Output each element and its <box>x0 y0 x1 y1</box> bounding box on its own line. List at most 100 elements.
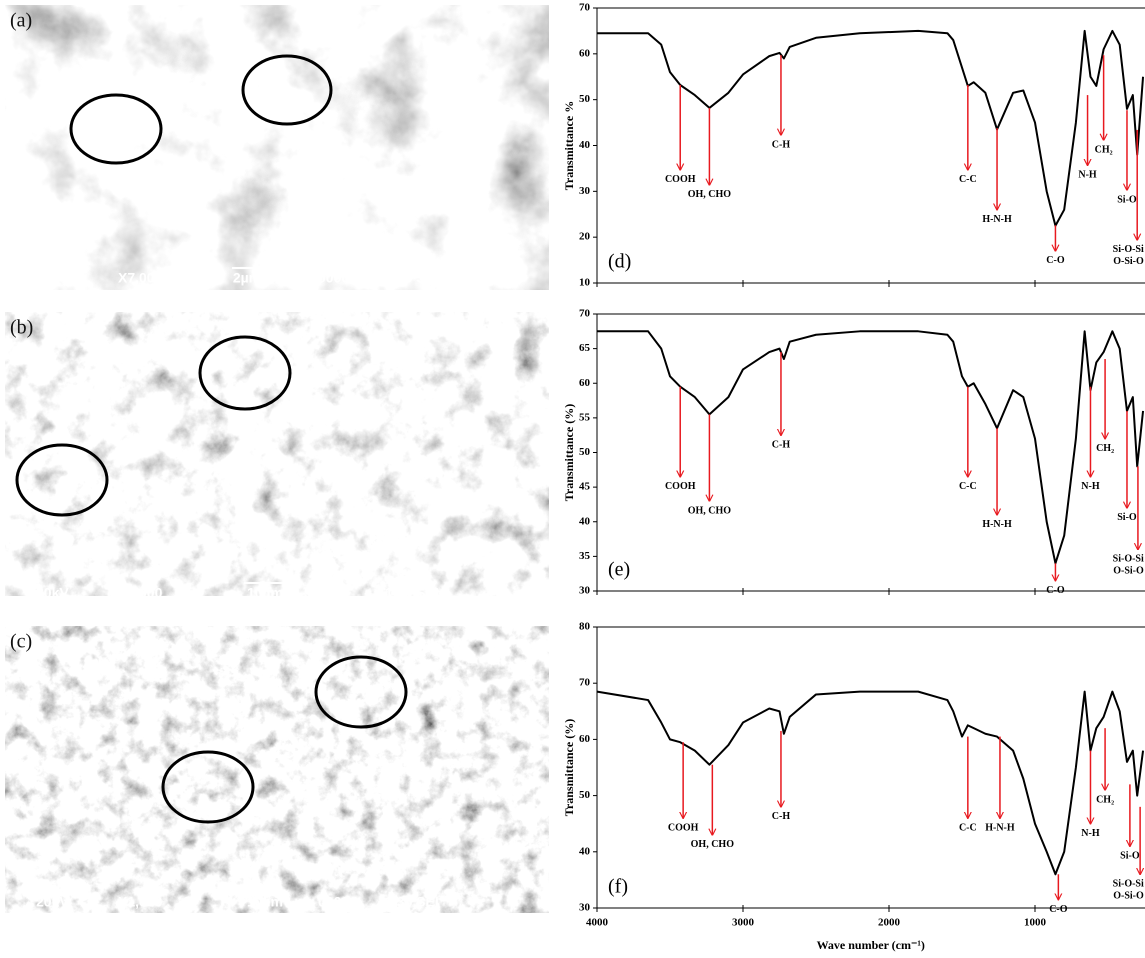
annotation-label: CH₂ <box>1095 144 1113 155</box>
highlight-circle <box>161 750 255 824</box>
y-tick-label: 20 <box>579 231 591 243</box>
annotation-label: H-N-H <box>985 822 1015 833</box>
highlight-circle <box>198 335 292 411</box>
y-tick-label: 60 <box>579 733 591 745</box>
annotation-label: COOH <box>665 481 696 492</box>
annotation-label: COOH <box>668 822 699 833</box>
y-tick-label: 35 <box>579 550 591 562</box>
y-tick-label: 10 <box>579 277 591 289</box>
magnification: X7,000 <box>118 270 163 286</box>
y-tick-label: 55 <box>579 411 591 423</box>
y-tick-label: 60 <box>579 377 591 389</box>
annotation-label: N-H <box>1081 481 1100 492</box>
annotation-label: OH, CHO <box>688 189 732 200</box>
annotation-label: Si-O-Si <box>1113 244 1144 255</box>
y-tick-label: 70 <box>579 2 591 14</box>
time: 11 35 SEI <box>378 585 439 601</box>
y-tick-label: 60 <box>579 47 591 59</box>
annotation-label: Si-O <box>1120 850 1140 861</box>
annotation-label: Si-O <box>1117 512 1137 523</box>
annotation-label: C-O <box>1049 904 1068 915</box>
annotation-label: C-C <box>959 481 977 492</box>
chart: 30 35 40 45 50 55 60 65 70 Transmittance (%) (e) CO… <box>562 308 1145 597</box>
spectrum-line <box>596 690 1145 876</box>
highlight-circle <box>69 93 163 165</box>
annotation-label: OH, CHO <box>688 505 732 516</box>
y-tick-label: 65 <box>579 342 591 354</box>
y-tick-label: 40 <box>579 515 591 527</box>
panel-label: (f) <box>608 876 628 898</box>
sem-panel: (b) 20kV X1,000 10µm 0000 11 35 SEI <box>5 312 549 601</box>
chart: 30 40 50 60 70 80 4000 3000 2000 1000 Transmittanc… <box>562 621 1145 952</box>
code: 0000 <box>318 585 349 601</box>
annotation-label: Si-O-Si <box>1113 879 1144 890</box>
x-tick-label: 4000 <box>586 917 609 929</box>
annotation-label: C-C <box>959 822 977 833</box>
time: 11 35 SEI <box>378 894 439 910</box>
voltage: 20kV <box>36 270 69 286</box>
annotation-label: OH, CHO <box>691 839 735 850</box>
y-tick-label: 30 <box>579 902 591 914</box>
scale: 10µm <box>247 894 283 910</box>
y-tick-label: 50 <box>579 93 591 105</box>
annotation-label: O-Si-O <box>1113 566 1144 577</box>
panel-label: (b) <box>10 317 33 339</box>
annotation-label: O-Si-O <box>1113 891 1144 902</box>
panel-label: (d) <box>608 251 631 273</box>
y-axis-title: Transmittance (%) <box>562 719 576 816</box>
sem-image <box>5 626 549 913</box>
y-tick-label: 80 <box>579 621 591 633</box>
annotation-label: Si-O-Si <box>1113 554 1144 565</box>
annotation-label: N-H <box>1081 828 1100 839</box>
scale: 10µm <box>247 585 283 601</box>
x-tick-label: 1000 <box>1024 917 1047 929</box>
annotation-label: C-H <box>772 439 791 450</box>
y-tick-label: 40 <box>579 845 591 857</box>
voltage: 20kV <box>36 894 69 910</box>
sem-panel: (c) 20kV X1,000 10µm 0000 11 35 SEI <box>5 626 549 913</box>
highlight-circle <box>241 54 333 126</box>
chart: 10 20 30 40 50 60 70 Transmittance % (d) COOH OH, … <box>562 2 1145 289</box>
panel-label: (e) <box>608 559 630 581</box>
highlight-circle <box>15 443 109 517</box>
annotation-label: H-N-H <box>982 214 1012 225</box>
annotation-label: CH₂ <box>1096 794 1114 805</box>
magnification: X1,000 <box>118 894 163 910</box>
sem-panel: (a) 20kV X7,000 2µm 0000 11 35 SEI <box>5 5 549 290</box>
y-tick-label: 70 <box>579 677 591 689</box>
y-tick-label: 50 <box>579 789 591 801</box>
annotation-label: C-O <box>1046 255 1065 266</box>
scale: 2µm <box>233 270 261 286</box>
annotation-label: Si-O <box>1117 194 1137 205</box>
annotation-label: C-H <box>772 811 791 822</box>
highlight-circle <box>314 655 408 729</box>
sem-image <box>5 312 549 596</box>
code: 0000 <box>318 894 349 910</box>
code: 0000 <box>318 270 349 286</box>
annotation-label: N-H <box>1078 170 1097 181</box>
panel-label: (c) <box>10 631 32 653</box>
y-tick-label: 40 <box>579 139 591 151</box>
x-tick-label: 3000 <box>732 917 755 929</box>
magnification: X1,000 <box>118 585 163 601</box>
y-axis-title: Transmittance % <box>562 101 576 190</box>
x-tick-label: 2000 <box>878 917 901 929</box>
y-axis-title: Transmittance (%) <box>562 404 576 501</box>
voltage: 20kV <box>36 585 69 601</box>
y-tick-label: 30 <box>579 585 591 597</box>
annotation-label: COOH <box>665 174 696 185</box>
spectrum-line <box>597 330 1145 565</box>
annotation-label: C-O <box>1046 585 1065 596</box>
y-tick-label: 45 <box>579 481 591 493</box>
annotation-label: O-Si-O <box>1113 256 1144 267</box>
y-tick-label: 50 <box>579 446 591 458</box>
annotation-label: CH₂ <box>1096 443 1114 454</box>
y-tick-label: 30 <box>579 185 591 197</box>
annotation-label: H-N-H <box>982 519 1012 530</box>
x-axis-title: Wave number (cm⁻¹) <box>817 938 925 952</box>
time: 11 35 SEI <box>378 270 439 286</box>
spectrum-line <box>597 29 1145 227</box>
panel-label: (a) <box>10 10 32 32</box>
annotation-label: C-C <box>959 174 977 185</box>
